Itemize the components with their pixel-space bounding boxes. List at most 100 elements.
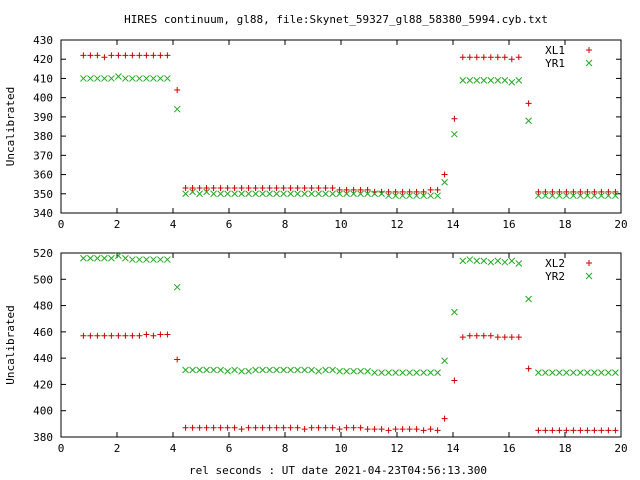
data-point-yr2 <box>494 257 502 265</box>
data-point-xl2 <box>427 426 434 433</box>
data-point-xl1 <box>231 185 238 192</box>
x-tick-label: 4 <box>170 218 177 231</box>
data-point-xl1 <box>329 185 336 192</box>
data-point-xl1 <box>487 54 494 61</box>
y-tick-label: 430 <box>33 34 53 47</box>
data-point-yr1 <box>136 75 143 82</box>
chart-title: HIRES continuum, gl88, file:Skynet_59327… <box>124 13 548 26</box>
data-point-xl2 <box>336 426 343 433</box>
data-point-yr1 <box>584 192 591 200</box>
data-point-xl2 <box>301 426 308 433</box>
legend-label: YR2 <box>545 270 565 283</box>
data-point-xl1 <box>441 171 448 178</box>
data-point-yr2 <box>413 369 420 376</box>
data-point-yr2 <box>122 254 129 262</box>
data-point-yr2 <box>294 366 301 374</box>
data-point-xl1 <box>182 185 189 192</box>
data-point-yr2 <box>563 369 570 376</box>
y-tick-label: 350 <box>33 188 53 201</box>
data-point-xl2 <box>459 334 466 341</box>
data-point-xl2 <box>406 426 413 433</box>
data-point-xl1 <box>266 185 273 192</box>
data-point-xl1 <box>80 52 87 59</box>
data-point-xl1 <box>459 54 466 61</box>
data-point-yr1 <box>525 117 532 125</box>
data-point-yr2 <box>224 367 231 375</box>
x-tick-label: 12 <box>390 218 403 231</box>
data-point-xl2 <box>182 424 189 431</box>
x-tick-label: 16 <box>502 218 515 231</box>
data-point-xl2 <box>570 427 577 434</box>
data-point-xl1 <box>570 188 577 195</box>
data-point-yr2 <box>336 367 343 375</box>
data-point-yr2 <box>441 357 448 365</box>
data-point-xl1 <box>473 54 480 61</box>
data-point-yr1 <box>371 190 378 198</box>
data-point-xl2 <box>266 424 273 431</box>
data-point-yr1 <box>508 78 516 86</box>
data-point-xl1 <box>549 188 556 195</box>
data-point-yr1 <box>189 188 196 196</box>
data-point-yr1 <box>217 190 224 198</box>
x-tick-label: 8 <box>282 442 289 455</box>
x-tick-label: 18 <box>558 442 571 455</box>
data-point-yr1 <box>203 188 210 196</box>
legend-label: YR1 <box>545 57 565 70</box>
data-point-yr2 <box>473 257 481 265</box>
data-point-yr1 <box>182 190 189 198</box>
data-point-yr1 <box>245 190 252 198</box>
data-point-yr1 <box>378 190 385 198</box>
data-point-yr1 <box>259 190 266 198</box>
data-point-yr1 <box>591 192 598 200</box>
top-panel: 0 2 4 6 8 10 12 14 16 18 20 340 350 360 370 380 390 400 41… <box>4 34 628 231</box>
data-point-xl1 <box>294 185 301 192</box>
data-point-yr2 <box>101 254 108 262</box>
data-point-yr1 <box>399 192 406 200</box>
x-tick-label: 18 <box>558 218 571 231</box>
data-point-xl1 <box>308 185 315 192</box>
data-point-yr1 <box>315 190 322 198</box>
data-point-xl2 <box>210 424 217 431</box>
data-point-yr2 <box>329 366 336 374</box>
data-point-xl2 <box>378 426 385 433</box>
data-point-yr2 <box>598 369 605 376</box>
data-point-xl2 <box>466 332 473 339</box>
data-point-yr1 <box>605 192 612 200</box>
x-tick-label: 6 <box>226 442 233 455</box>
data-point-yr2 <box>378 369 385 376</box>
data-point-xl2 <box>549 427 556 434</box>
data-point-yr2 <box>480 257 488 265</box>
data-point-xl2 <box>150 332 157 339</box>
data-point-xl2 <box>245 424 252 431</box>
data-point-xl1 <box>535 188 542 195</box>
data-point-xl1 <box>494 54 501 61</box>
data-point-yr1 <box>542 192 549 200</box>
data-point-yr2 <box>182 366 189 374</box>
x-tick-label: 20 <box>614 218 627 231</box>
data-point-yr2 <box>371 369 378 376</box>
data-point-yr2 <box>487 258 495 266</box>
data-point-xl2 <box>273 424 280 431</box>
data-point-xl2 <box>224 424 231 431</box>
bottom-panel: 0 2 4 6 8 10 12 14 16 18 20 380 400 420 440 460 480 500 52… <box>4 247 628 455</box>
data-point-xl1 <box>584 188 591 195</box>
data-point-xl1 <box>287 185 294 192</box>
data-point-yr1 <box>210 190 217 198</box>
data-point-xl2 <box>399 426 406 433</box>
x-tick-label: 0 <box>58 442 65 455</box>
data-point-xl2 <box>364 426 371 433</box>
data-point-yr2 <box>136 256 143 263</box>
data-point-xl1 <box>210 185 217 192</box>
data-point-yr1 <box>122 75 129 82</box>
data-point-xl2 <box>287 424 294 431</box>
data-point-yr1 <box>329 190 336 198</box>
data-point-xl2 <box>515 334 522 341</box>
data-point-xl2 <box>115 332 122 339</box>
data-point-xl1 <box>612 188 619 195</box>
data-point-yr2 <box>570 369 577 376</box>
legend-marker-xl2 <box>586 260 592 266</box>
data-point-yr1 <box>577 192 584 200</box>
data-point-yr2 <box>343 367 350 375</box>
data-point-xl1 <box>508 56 515 63</box>
data-point-xl1 <box>525 100 532 107</box>
